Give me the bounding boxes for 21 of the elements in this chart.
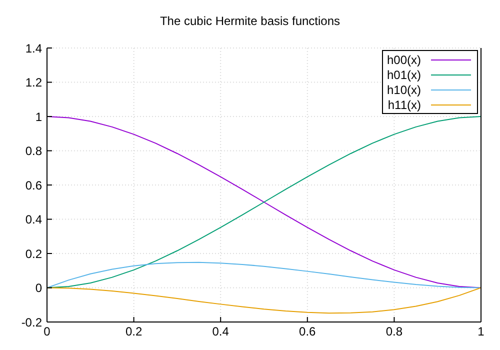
y-tick-label: 0 [35, 281, 42, 296]
x-tick-label: 1 [478, 324, 485, 339]
y-tick-label: 0.4 [25, 212, 42, 227]
y-tick-label: 1.4 [25, 41, 42, 56]
legend-label: h11(x) [388, 98, 421, 112]
line-series [47, 262, 481, 288]
y-tick-label: 0.8 [25, 144, 42, 158]
y-tick-label: 0.6 [25, 178, 42, 192]
x-tick-label: 0.2 [125, 324, 142, 339]
line-series [47, 116, 481, 288]
y-tick-label: -0.2 [21, 315, 42, 330]
x-tick-label: 0.6 [299, 324, 316, 339]
x-tick-label: 0.4 [212, 324, 230, 339]
y-tick-label: 0.2 [25, 246, 42, 261]
chart-title: The cubic Hermite basis functions [158, 14, 342, 28]
legend-label: h01(x) [386, 68, 421, 82]
x-tick-label: 0.8 [386, 324, 403, 339]
y-tick-label: 1 [35, 110, 42, 124]
legend-label: h10(x) [386, 82, 421, 96]
legend-label: h00(x) [386, 52, 421, 66]
y-tick-label: 1.2 [25, 76, 42, 90]
